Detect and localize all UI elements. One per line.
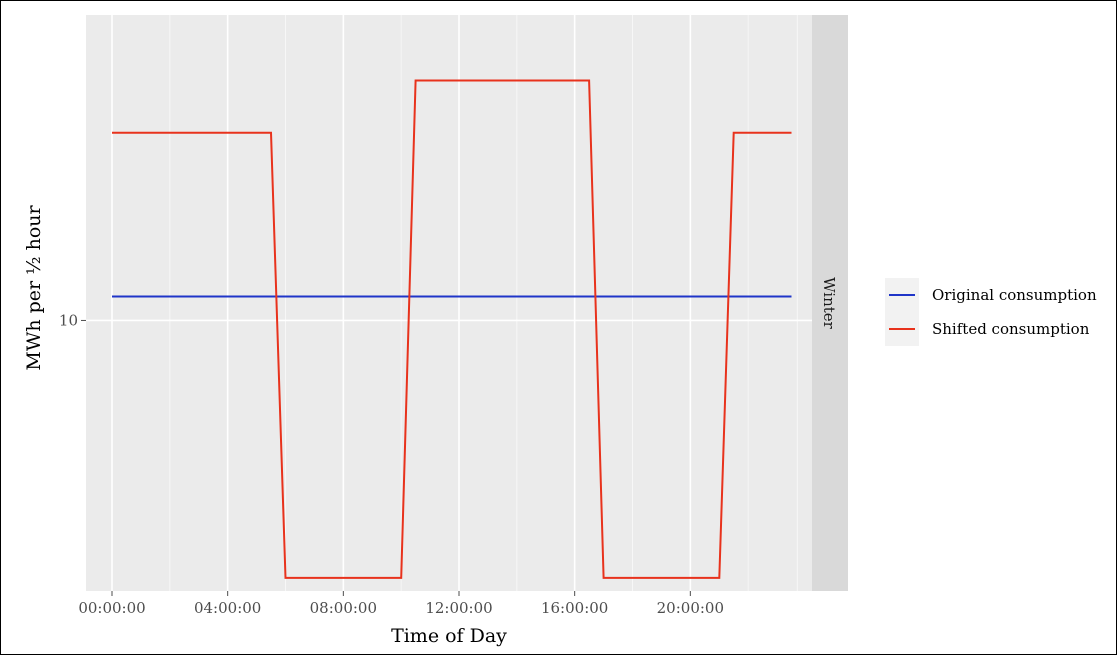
- x-tick-label: 08:00:00: [310, 599, 377, 617]
- legend-label: Original consumption: [932, 286, 1097, 304]
- major-gridlines: [86, 15, 812, 591]
- x-tick-label: 00:00:00: [78, 599, 145, 617]
- plot-panel: [86, 15, 812, 591]
- legend: Original consumption Shifted consumption: [885, 278, 1097, 346]
- axis-ticks: [81, 319, 691, 596]
- y-axis-title: MWh per ½ hour: [23, 204, 45, 370]
- facet-strip-label: Winter: [820, 277, 838, 330]
- x-tick-label: 04:00:00: [194, 599, 261, 617]
- series-line-shifted-consumption: [112, 79, 792, 579]
- legend-label: Shifted consumption: [932, 320, 1090, 338]
- y-tick-label: 10: [59, 311, 78, 329]
- y-tick-labels: 10: [59, 311, 78, 329]
- series-layer: [112, 79, 792, 579]
- minor-gridlines: [169, 15, 798, 591]
- x-tick-label: 20:00:00: [657, 599, 724, 617]
- x-tick-labels: 00:00:00 04:00:00 08:00:00 12:00:00 16:00:00…: [78, 599, 724, 617]
- x-tick-label: 16:00:00: [541, 599, 608, 617]
- x-axis-title: Time of Day: [391, 625, 507, 647]
- x-tick-label: 12:00:00: [425, 599, 492, 617]
- facet-strip: [812, 15, 848, 591]
